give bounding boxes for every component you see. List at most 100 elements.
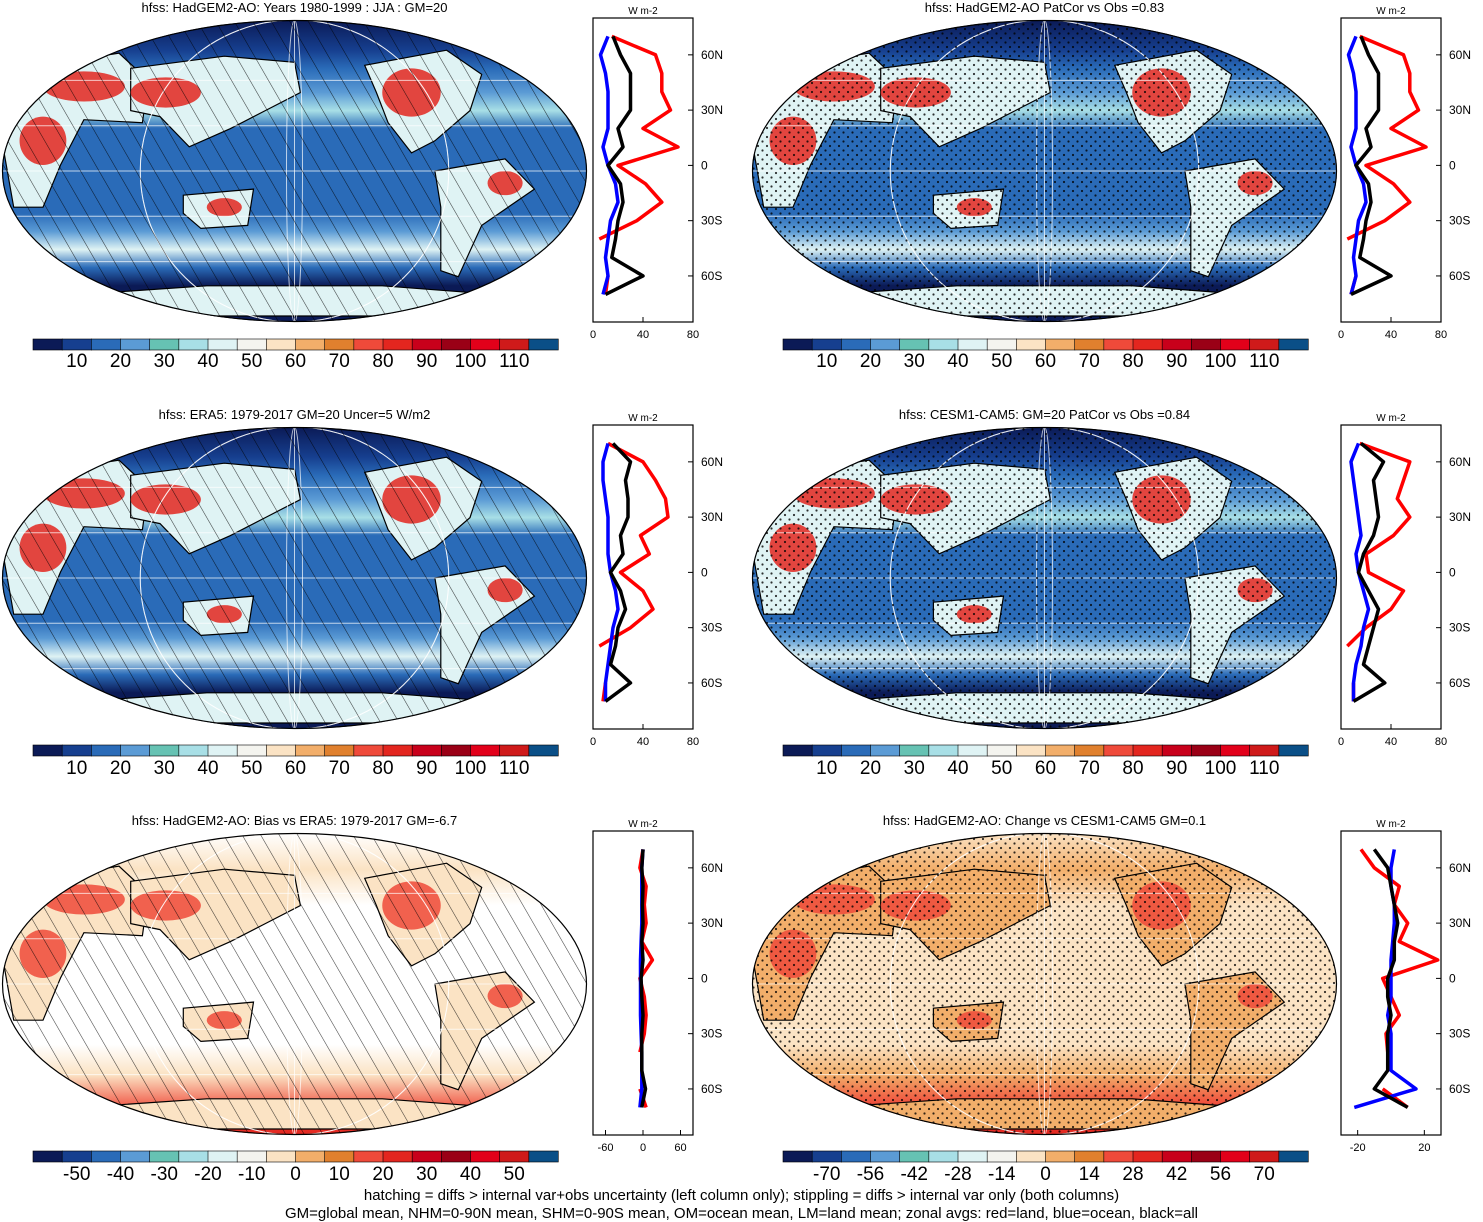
footer-note-1: hatching = diffs > internal var+obs unce… — [363, 1187, 1120, 1204]
map-border — [1, 19, 588, 323]
colorbar-label: 40 — [947, 758, 968, 779]
colorbar-label: 90 — [1166, 351, 1187, 372]
colorbar-swatch — [1074, 1150, 1105, 1163]
colorbar-label: 100 — [455, 758, 487, 779]
colorbar-label: 10 — [329, 1164, 350, 1185]
panel-title: hfss: HadGEM2-AO: Bias vs ERA5: 1979-201… — [132, 813, 458, 828]
zonal-unit: W m-2 — [1376, 413, 1406, 424]
colorbar-label: -30 — [151, 1164, 178, 1185]
colorbar-swatch — [528, 338, 559, 351]
zonal-xtick-label: 60 — [674, 1142, 686, 1154]
colorbar-swatch — [441, 744, 472, 757]
footer-note-2: GM=global mean, NHM=0-90N mean, SHM=0-90… — [284, 1205, 1198, 1222]
colorbar-swatch — [178, 1150, 209, 1163]
colorbar-swatch — [1191, 744, 1222, 757]
map-border — [751, 19, 1338, 323]
zonal-xtick-label: 20 — [1418, 1142, 1430, 1154]
zonal-ytick-label: 0 — [701, 158, 708, 172]
colorbar-label: 56 — [1210, 1164, 1231, 1185]
zonal-ytick-label: 30S — [1449, 1027, 1470, 1041]
stippling — [752, 20, 1337, 322]
colorbar-swatch — [1249, 338, 1280, 351]
colorbar-label: 30 — [904, 758, 925, 779]
hatching — [2, 427, 587, 729]
colorbar-label: -70 — [813, 1164, 840, 1185]
colorbar-swatch — [499, 744, 530, 757]
colorbar-swatch — [353, 744, 384, 757]
colorbar-swatch — [1045, 744, 1076, 757]
colorbar-label: -50 — [63, 1164, 90, 1185]
colorbar-label: 30 — [904, 351, 925, 372]
zonal-ytick-label: 0 — [1449, 158, 1456, 172]
colorbar-swatch — [811, 744, 842, 757]
zonal-frame — [592, 424, 694, 730]
zonal-xtick-label: 0 — [590, 736, 596, 748]
map-field — [2, 20, 587, 322]
colorbar-label: 14 — [1079, 1164, 1101, 1185]
colorbar-swatch — [32, 1150, 63, 1163]
colorbar-swatch — [1220, 338, 1251, 351]
colorbar-swatch — [1103, 338, 1134, 351]
zonal-ytick-label: 30N — [701, 916, 723, 930]
colorbar-label: 80 — [1122, 758, 1143, 779]
panel-title: hfss: HadGEM2-AO: Years 1980-1999 : JJA … — [141, 0, 447, 15]
zonal-unit: W m-2 — [1376, 819, 1406, 830]
zonal-ytick-label: 30N — [1449, 510, 1471, 524]
panel-3: hfss: ERA5: 1979-2017 GM=20 Uncer=5 W/m2… — [1, 407, 723, 779]
panel-title: hfss: ERA5: 1979-2017 GM=20 Uncer=5 W/m2 — [159, 407, 431, 422]
zonal-ytick-label: 60S — [1449, 676, 1470, 690]
colorbar-label: 20 — [110, 758, 131, 779]
zonal-ytick-label: 60N — [1449, 48, 1471, 62]
colorbar-label: 110 — [1249, 351, 1279, 372]
map-field — [752, 427, 1337, 729]
colorbar-swatch — [295, 338, 326, 351]
colorbar-label: 50 — [991, 351, 1012, 372]
colorbar-label: 10 — [816, 351, 837, 372]
colorbar-label: 40 — [197, 351, 218, 372]
colorbar-swatch — [353, 338, 384, 351]
colorbar-label: 110 — [499, 758, 529, 779]
colorbar-swatch — [441, 1150, 472, 1163]
zonal-ytick-label: 30S — [1449, 621, 1470, 635]
colorbar-label: 10 — [66, 758, 87, 779]
colorbar-swatch — [1278, 744, 1309, 757]
colorbar-swatch — [1278, 1150, 1309, 1163]
stippling — [752, 427, 1337, 729]
colorbar-swatch — [61, 744, 92, 757]
colorbar-label: 90 — [1166, 758, 1187, 779]
colorbar-swatch — [32, 744, 63, 757]
zonal-ytick-label: 0 — [1449, 971, 1456, 985]
panel-2: hfss: HadGEM2-AO PatCor vs Obs =0.83 10 20… — [751, 0, 1471, 372]
colorbar-swatch — [1161, 338, 1192, 351]
zonal-ytick-label: 0 — [1449, 565, 1456, 579]
zonal-ytick-label: 30N — [1449, 103, 1471, 117]
colorbar-swatch — [1045, 1150, 1076, 1163]
zonal-ytick-label: 0 — [701, 565, 708, 579]
colorbar-swatch — [1249, 1150, 1280, 1163]
colorbar-label: 10 — [816, 758, 837, 779]
colorbar-swatch — [295, 744, 326, 757]
colorbar-label: 20 — [860, 758, 881, 779]
zonal-ytick-label: 60N — [701, 861, 723, 875]
zonal-frame — [1340, 424, 1442, 730]
panel-title: hfss: CESM1-CAM5: GM=20 PatCor vs Obs =0… — [899, 407, 1190, 422]
zonal-xtick-label: 0 — [590, 329, 596, 341]
colorbar-label: 80 — [372, 758, 393, 779]
colorbar-swatch — [1191, 338, 1222, 351]
colorbar-label: 110 — [1249, 758, 1279, 779]
colorbar-swatch — [899, 1150, 930, 1163]
colorbar-label: 50 — [241, 351, 262, 372]
colorbar-swatch — [149, 744, 180, 757]
colorbar-label: 20 — [110, 351, 131, 372]
colorbar-swatch — [811, 338, 842, 351]
colorbar-swatch — [499, 1150, 530, 1163]
colorbar-swatch — [1220, 1150, 1251, 1163]
zonal-xtick-label: -20 — [1350, 1142, 1366, 1154]
colorbar-swatch — [382, 1150, 413, 1163]
colorbar-swatch — [1074, 338, 1105, 351]
colorbar-swatch — [1161, 1150, 1192, 1163]
hatching — [2, 833, 587, 1135]
colorbar-swatch — [1016, 338, 1047, 351]
colorbar-swatch — [1045, 338, 1076, 351]
zonal-ytick-label: 30S — [701, 1027, 722, 1041]
